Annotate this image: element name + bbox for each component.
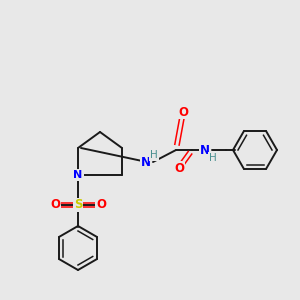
Text: H: H	[150, 150, 158, 160]
Text: N: N	[200, 143, 210, 157]
Text: O: O	[178, 106, 188, 118]
Text: H: H	[209, 153, 217, 163]
Text: O: O	[50, 199, 60, 212]
Text: N: N	[141, 155, 151, 169]
Text: S: S	[74, 199, 82, 212]
Text: O: O	[96, 199, 106, 212]
Text: N: N	[74, 170, 82, 180]
Text: O: O	[174, 161, 184, 175]
